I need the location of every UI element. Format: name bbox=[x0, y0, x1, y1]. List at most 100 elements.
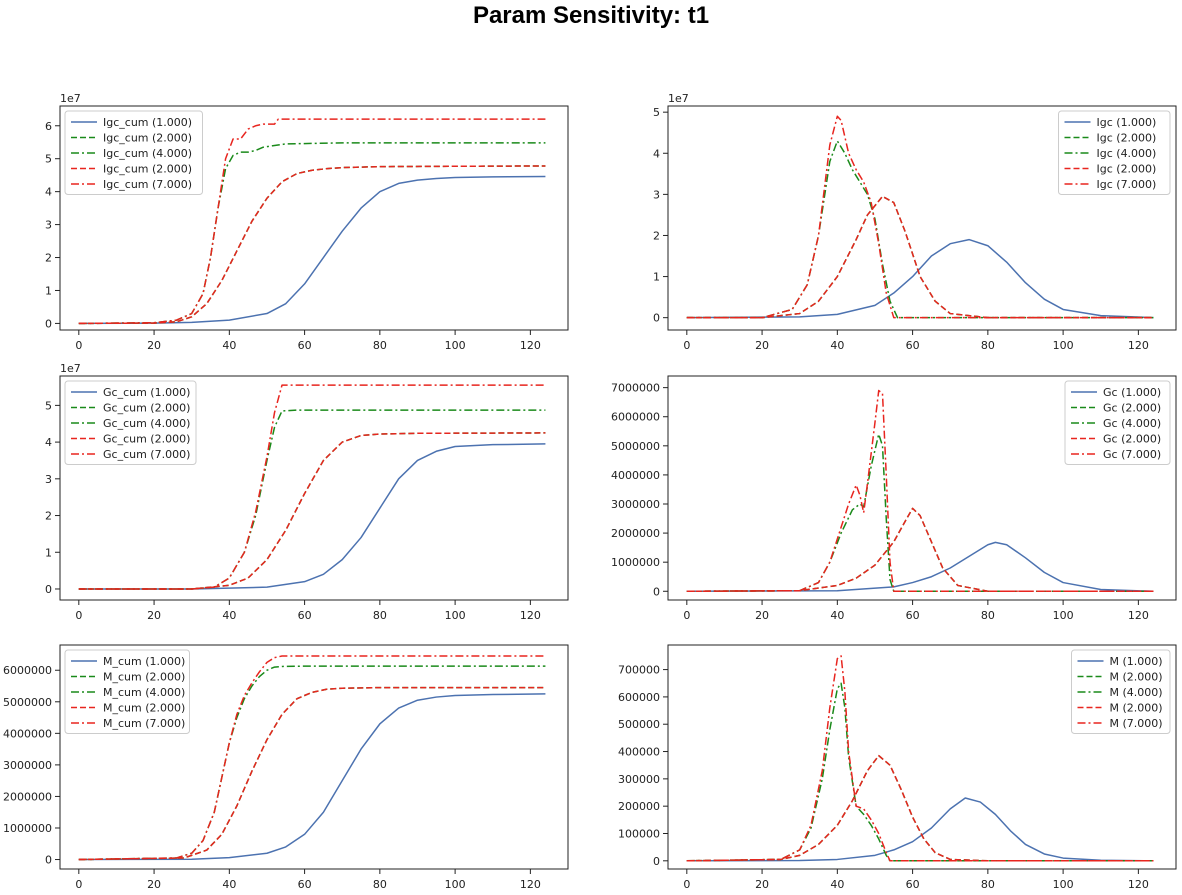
x-tick-label-gc_cum-4: 80 bbox=[373, 609, 387, 622]
x-tick-label-gc_cum-0: 0 bbox=[75, 609, 82, 622]
legend-label-igc-4: Igc (7.000) bbox=[1097, 178, 1157, 191]
x-tick-label-m_cum-1: 20 bbox=[147, 878, 161, 891]
x-tick-label-igc-6: 120 bbox=[1128, 339, 1149, 352]
legend-label-m-4: M (7.000) bbox=[1110, 717, 1163, 730]
legend-label-igc_cum-1: Igc_cum (2.000) bbox=[103, 132, 192, 145]
legend-label-igc-2: Igc (4.000) bbox=[1097, 147, 1157, 160]
x-tick-label-igc-4: 80 bbox=[981, 339, 995, 352]
y-tick-label-gc-4: 4000000 bbox=[611, 469, 660, 482]
legend-label-gc-1: Gc (2.000) bbox=[1103, 402, 1161, 415]
y-offset-label-igc: 1e7 bbox=[668, 92, 689, 105]
y-tick-label-igc_cum-3: 3 bbox=[45, 219, 52, 232]
chart-panel-igc_cum: 0 20 40 60 80 100 120 0 1 2 3 4 5 6 1e7 Igc_cum (1.000)… bbox=[45, 92, 569, 352]
figure-title: Param Sensitivity: t1 bbox=[472, 2, 710, 29]
y-tick-label-gc-1: 1000000 bbox=[611, 556, 660, 569]
y-tick-label-igc-1: 1 bbox=[653, 271, 660, 284]
y-tick-label-m_cum-5: 5000000 bbox=[3, 696, 52, 709]
x-tick-label-m_cum-3: 60 bbox=[298, 878, 312, 891]
axes-frame-gc_cum bbox=[59, 375, 569, 601]
y-tick-label-m-3: 300000 bbox=[618, 773, 660, 786]
y-tick-label-igc_cum-5: 5 bbox=[45, 153, 52, 166]
y-tick-label-m-4: 400000 bbox=[618, 746, 660, 759]
axes-frame-m_cum bbox=[59, 644, 569, 870]
series-line-m_cum-2 bbox=[78, 665, 546, 861]
legend-label-igc-0: Igc (1.000) bbox=[1097, 116, 1157, 129]
legend-box-m bbox=[1071, 649, 1171, 734]
legend-label-m-1: M (2.000) bbox=[1110, 671, 1163, 684]
series-line-m-1 bbox=[686, 754, 1154, 862]
legend-box-igc_cum bbox=[64, 110, 203, 195]
x-tick-label-gc-3: 60 bbox=[906, 609, 920, 622]
legend-label-igc_cum-0: Igc_cum (1.000) bbox=[103, 116, 192, 129]
x-tick-label-m_cum-2: 40 bbox=[222, 878, 236, 891]
legend-label-gc_cum-2: Gc_cum (4.000) bbox=[103, 417, 190, 430]
legend-box-m_cum bbox=[64, 649, 190, 734]
axes-frame-gc bbox=[667, 375, 1177, 601]
legend-box-igc bbox=[1058, 110, 1171, 195]
x-tick-label-igc_cum-3: 60 bbox=[298, 339, 312, 352]
y-tick-label-gc-7: 7000000 bbox=[611, 382, 660, 395]
y-tick-label-gc-2: 2000000 bbox=[611, 527, 660, 540]
y-tick-label-igc_cum-1: 1 bbox=[45, 284, 52, 297]
series-line-gc-0 bbox=[686, 541, 1154, 593]
legend-label-m_cum-3: M_cum (2.000) bbox=[103, 702, 185, 715]
x-tick-label-igc-1: 20 bbox=[755, 339, 769, 352]
x-tick-label-igc_cum-4: 80 bbox=[373, 339, 387, 352]
x-tick-label-gc-1: 20 bbox=[755, 609, 769, 622]
y-tick-label-igc_cum-0: 0 bbox=[45, 317, 52, 330]
legend-label-igc-3: Igc (2.000) bbox=[1097, 163, 1157, 176]
y-tick-label-gc_cum-2: 2 bbox=[45, 510, 52, 523]
y-tick-label-m-0: 0 bbox=[653, 855, 660, 868]
legend-box-gc_cum bbox=[64, 380, 197, 465]
y-tick-label-gc-5: 5000000 bbox=[611, 440, 660, 453]
x-tick-label-igc-5: 100 bbox=[1053, 339, 1074, 352]
y-tick-label-igc_cum-4: 4 bbox=[45, 186, 52, 199]
legend-label-gc_cum-3: Gc_cum (2.000) bbox=[103, 433, 190, 446]
series-line-igc-3 bbox=[686, 195, 1154, 319]
series-line-igc-4 bbox=[686, 115, 1154, 319]
legend-label-igc-1: Igc (2.000) bbox=[1097, 132, 1157, 145]
series-line-gc_cum-4 bbox=[78, 384, 546, 590]
x-tick-label-m-1: 20 bbox=[755, 878, 769, 891]
legend-label-gc-4: Gc (7.000) bbox=[1103, 448, 1161, 461]
y-tick-label-m-2: 200000 bbox=[618, 800, 660, 813]
y-offset-label-gc_cum: 1e7 bbox=[60, 362, 81, 375]
legend-label-igc_cum-2: Igc_cum (4.000) bbox=[103, 147, 192, 160]
x-tick-label-gc-4: 80 bbox=[981, 609, 995, 622]
x-tick-label-gc_cum-6: 120 bbox=[520, 609, 541, 622]
y-tick-label-m-1: 100000 bbox=[618, 827, 660, 840]
legend-m_cum: M_cum (1.000) M_cum (2.000) M_cum (4.000) M… bbox=[64, 649, 190, 734]
legend-igc_cum: Igc_cum (1.000) Igc_cum (2.000) Igc_cum (4… bbox=[64, 110, 203, 195]
y-tick-label-gc_cum-3: 3 bbox=[45, 473, 52, 486]
legend-label-m_cum-2: M_cum (4.000) bbox=[103, 686, 185, 699]
legend-label-gc-2: Gc (4.000) bbox=[1103, 417, 1161, 430]
series-line-igc-2 bbox=[686, 140, 1154, 319]
chart-panel-m: 0 20 40 60 80 100 120 0 100000 200000 300000 400000… bbox=[618, 644, 1177, 891]
axes-frame-igc bbox=[667, 105, 1177, 331]
series-line-m_cum-0 bbox=[78, 693, 546, 861]
y-offset-label-igc_cum: 1e7 bbox=[60, 92, 81, 105]
y-tick-label-m_cum-4: 4000000 bbox=[3, 727, 52, 740]
x-tick-label-gc_cum-5: 100 bbox=[445, 609, 466, 622]
y-tick-label-igc-2: 2 bbox=[653, 229, 660, 242]
x-tick-label-m_cum-5: 100 bbox=[445, 878, 466, 891]
series-line-igc_cum-3 bbox=[78, 165, 546, 325]
y-tick-label-m_cum-0: 0 bbox=[45, 854, 52, 867]
y-tick-label-m_cum-6: 6000000 bbox=[3, 664, 52, 677]
y-tick-label-m-5: 500000 bbox=[618, 718, 660, 731]
x-tick-label-igc-2: 40 bbox=[830, 339, 844, 352]
legend-m: M (1.000) M (2.000) M (4.000) M (2.000) M (7… bbox=[1071, 649, 1171, 734]
series-line-igc_cum-4 bbox=[78, 118, 546, 325]
x-tick-label-igc_cum-2: 40 bbox=[222, 339, 236, 352]
series-line-gc_cum-0 bbox=[78, 443, 546, 590]
series-line-m-3 bbox=[686, 754, 1154, 862]
legend-label-m_cum-0: M_cum (1.000) bbox=[103, 655, 185, 668]
legend-gc: Gc (1.000) Gc (2.000) Gc (4.000) Gc (2.000)… bbox=[1064, 380, 1171, 465]
x-tick-label-m-0: 0 bbox=[683, 878, 690, 891]
x-tick-label-igc-0: 0 bbox=[683, 339, 690, 352]
y-tick-label-gc-3: 3000000 bbox=[611, 498, 660, 511]
x-tick-label-m-4: 80 bbox=[981, 878, 995, 891]
legend-igc: Igc (1.000) Igc (2.000) Igc (4.000) Igc (2.… bbox=[1058, 110, 1171, 195]
legend-label-gc_cum-0: Gc_cum (1.000) bbox=[103, 386, 190, 399]
